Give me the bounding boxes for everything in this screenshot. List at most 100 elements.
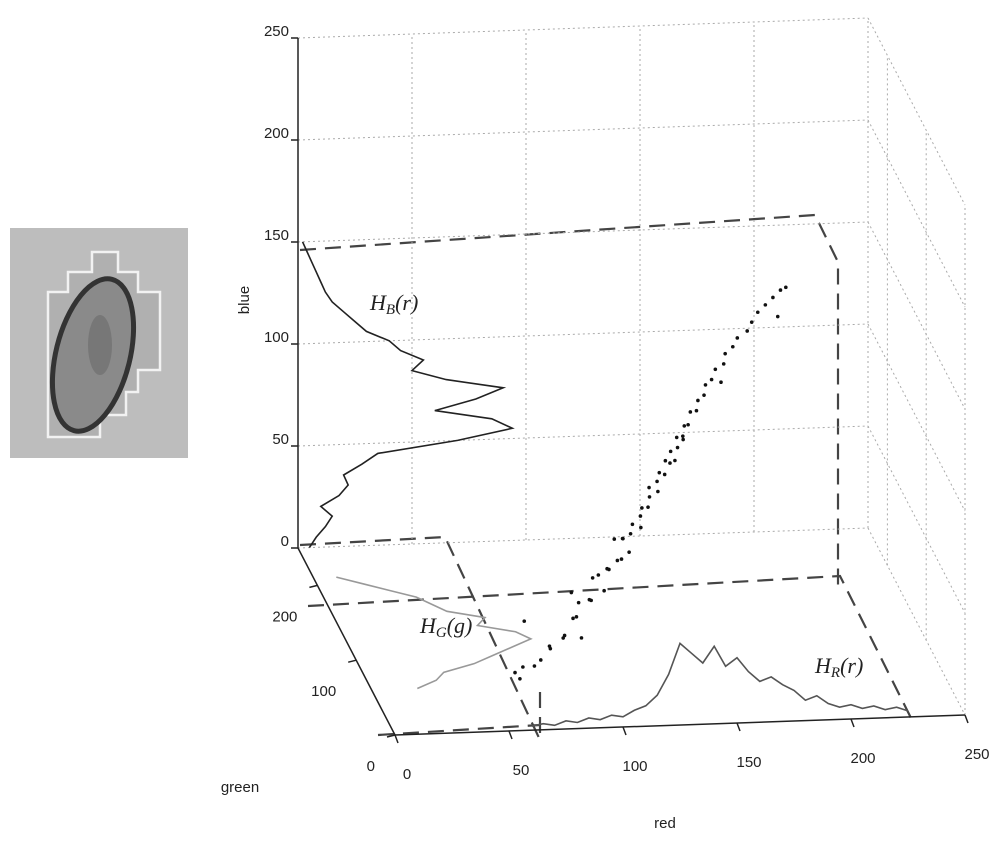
x-tick: [394, 734, 399, 744]
histogram-line: [301, 241, 515, 549]
histogram-line: [336, 576, 533, 690]
grid-line: [867, 221, 966, 410]
x-axis: [394, 714, 966, 736]
scatter-point: [709, 377, 714, 382]
scatter-point: [663, 458, 668, 463]
histogram-label-sub: B: [386, 302, 395, 318]
scatter-point: [571, 616, 575, 621]
scatter-point: [590, 576, 595, 580]
scatter-point: [778, 288, 783, 292]
scatter-point: [674, 435, 679, 440]
scatter-point: [628, 531, 633, 536]
y-tick-label: 0: [367, 758, 375, 775]
scatter-point: [655, 479, 659, 484]
scatter-point: [719, 380, 723, 385]
scatter-point: [763, 303, 768, 307]
x-tick-label: 150: [736, 754, 761, 771]
scatter-point: [681, 437, 685, 442]
scatter-point: [630, 522, 635, 527]
histogram-label-arg: (r): [840, 653, 863, 678]
scatter-point: [532, 664, 537, 668]
y-tick-label: 200: [272, 608, 297, 625]
scatter-point: [518, 677, 522, 681]
scatter-point: [647, 485, 651, 490]
scatter-point: [612, 537, 617, 541]
y-tick-label: 100: [311, 683, 336, 700]
scatter-point: [521, 665, 525, 669]
x-tick: [508, 730, 513, 740]
scatter-point: [602, 588, 606, 593]
x-tick-label: 0: [403, 766, 411, 783]
scatter-point: [755, 310, 760, 315]
scatter-point: [538, 658, 543, 662]
scatter-point: [615, 558, 620, 563]
scatter-point: [620, 536, 625, 541]
scatter-point: [513, 670, 517, 675]
x-tick: [850, 718, 855, 728]
grid-line: [297, 17, 869, 39]
scatter-point: [703, 383, 708, 387]
grid-line: [297, 527, 869, 549]
scatter-point: [675, 445, 680, 450]
scatter-point: [713, 367, 718, 372]
scatter-point: [607, 567, 611, 572]
y-axis: [297, 547, 396, 736]
x-tick-label: 100: [622, 758, 647, 775]
scatter-point: [646, 505, 650, 509]
scatter-point: [696, 398, 700, 403]
y-axis-label: green: [221, 779, 259, 796]
z-tick-label: 0: [281, 533, 289, 550]
scatter-point: [686, 422, 690, 427]
x-tick-label: 50: [513, 762, 530, 779]
scatter-point: [775, 314, 780, 319]
grid-line: [867, 119, 966, 308]
scatter-point: [771, 295, 775, 300]
histogram-label-main: H: [419, 613, 437, 638]
scatter-point: [721, 362, 726, 366]
bounding-box: [299, 213, 913, 741]
scatter-point: [673, 458, 677, 463]
y-tick: [309, 584, 318, 589]
scatter-point: [569, 590, 574, 595]
scatter-point: [656, 489, 660, 494]
grid-line: [297, 323, 869, 345]
scatter-point: [668, 461, 672, 465]
z-tick-label: 150: [264, 227, 289, 244]
grid-line: [297, 119, 869, 141]
thumbnail-image: [10, 228, 188, 458]
scatter-point: [723, 351, 727, 356]
scatter-point: [688, 410, 693, 414]
grid-line: [867, 527, 966, 716]
scatter-point: [627, 550, 631, 554]
histogram-label-arg: (r): [395, 290, 418, 315]
x-axis-label: red: [654, 815, 676, 832]
scatter-point: [745, 329, 749, 333]
grid-line: [867, 17, 966, 206]
scatter-point: [735, 336, 740, 340]
scatter-point: [694, 408, 699, 413]
histogram-label-main: H: [369, 290, 387, 315]
x-tick-label: 200: [850, 750, 875, 767]
x-tick: [736, 722, 741, 732]
histogram-label-arg: (g): [447, 613, 473, 638]
z-tick-label: 50: [272, 431, 289, 448]
scatter-point: [647, 495, 652, 499]
z-tick-label: 200: [264, 125, 289, 142]
z-axis-label: blue: [236, 286, 253, 314]
histogram-label: HR(r): [814, 653, 863, 681]
scatter-point: [682, 424, 687, 428]
scatter-point: [668, 449, 673, 454]
grid-line: [867, 323, 966, 512]
scatter-point: [730, 344, 735, 349]
scatter-point: [589, 598, 593, 603]
scatter-point: [657, 470, 662, 475]
x-tick-label: 250: [964, 746, 989, 763]
histogram-label-sub: G: [436, 625, 447, 641]
histogram-label-main: H: [814, 653, 832, 678]
histogram-label: HG(g): [419, 613, 472, 641]
scatter-point: [639, 525, 643, 530]
scatter-point: [619, 557, 624, 561]
z-tick-label: 250: [264, 23, 289, 40]
x-tick: [622, 726, 627, 736]
